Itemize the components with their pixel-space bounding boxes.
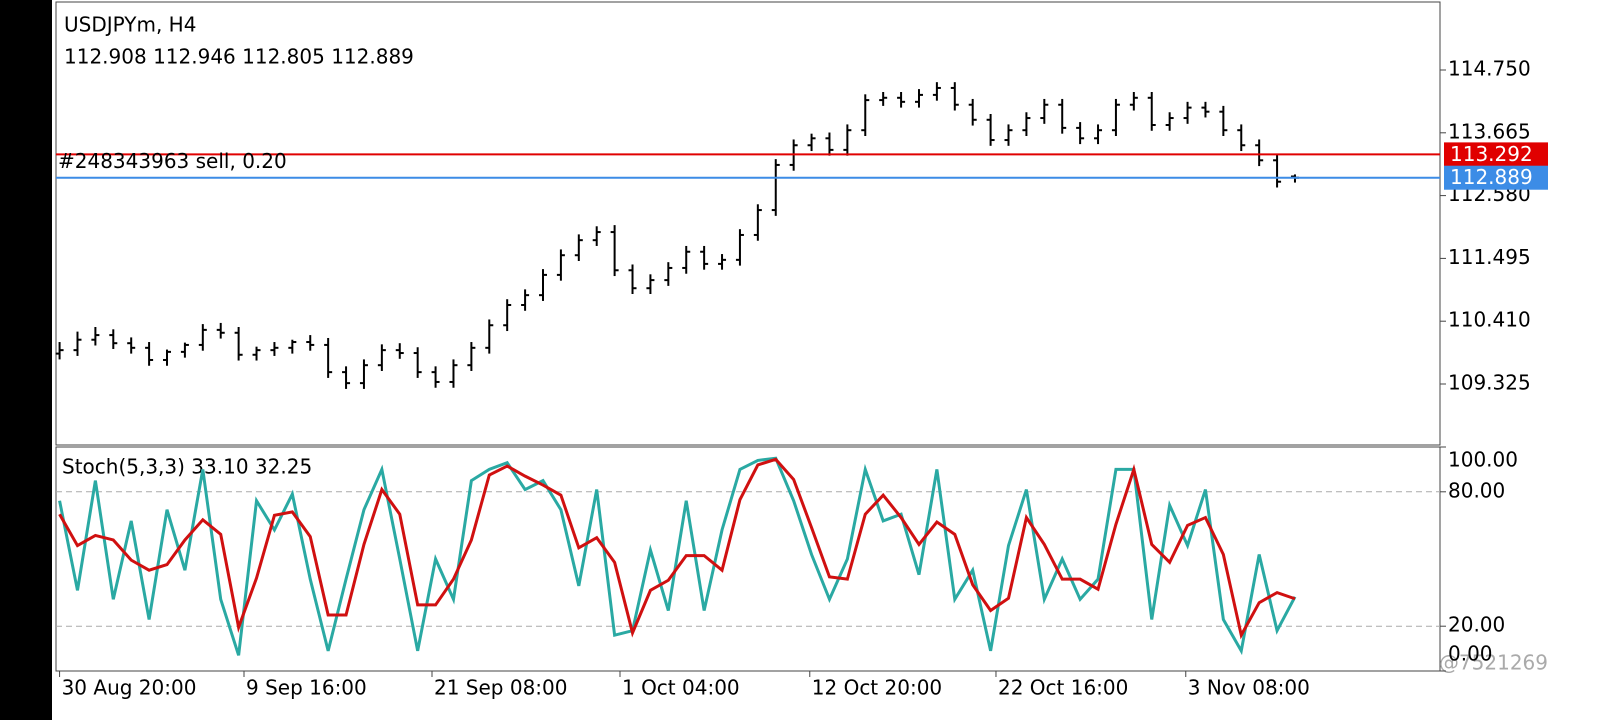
y-tick-label: 111.495 bbox=[1448, 245, 1531, 269]
x-tick-label: 30 Aug 20:00 bbox=[62, 676, 197, 700]
price-tag bbox=[1444, 142, 1548, 167]
stoch-panel bbox=[55, 446, 1441, 672]
stoch-line bbox=[58, 457, 1296, 640]
symbol-title: USDJPYm, H4 bbox=[64, 13, 196, 37]
x-tick-label: 9 Sep 16:00 bbox=[246, 676, 367, 700]
stoch-title: Stoch(5,3,3) 33.10 32.25 bbox=[62, 455, 312, 479]
watermark: @7521269 bbox=[1439, 651, 1548, 675]
x-tick-label: 3 Nov 08:00 bbox=[1188, 676, 1310, 700]
x-tick-label: 22 Oct 16:00 bbox=[998, 676, 1128, 700]
price-tag-label: 112.889 bbox=[1450, 165, 1533, 189]
y-tick-label: 80.00 bbox=[1448, 478, 1505, 502]
main-panel bbox=[55, 1, 1441, 446]
x-tick-label: 12 Oct 20:00 bbox=[812, 676, 942, 700]
y-tick-label: 110.410 bbox=[1448, 308, 1531, 332]
x-tick-label: 21 Sep 08:00 bbox=[434, 676, 567, 700]
left-edge bbox=[0, 0, 52, 720]
order-label: #248343963 sell, 0.20 bbox=[58, 149, 287, 173]
y-tick-label: 109.325 bbox=[1448, 370, 1531, 394]
y-tick-label: 20.00 bbox=[1448, 613, 1505, 637]
y-tick-label: 100.00 bbox=[1448, 448, 1518, 472]
y-tick-label: 114.750 bbox=[1448, 57, 1531, 81]
price-tag bbox=[1444, 165, 1548, 190]
ohlc-info: 112.908 112.946 112.805 112.889 bbox=[64, 45, 414, 69]
x-tick-label: 1 Oct 04:00 bbox=[622, 676, 740, 700]
y-tick-label: 0.00 bbox=[1448, 642, 1493, 666]
stoch-line bbox=[58, 456, 1297, 656]
y-tick-label: 113.665 bbox=[1448, 119, 1531, 143]
price-tag-label: 113.292 bbox=[1450, 142, 1533, 166]
